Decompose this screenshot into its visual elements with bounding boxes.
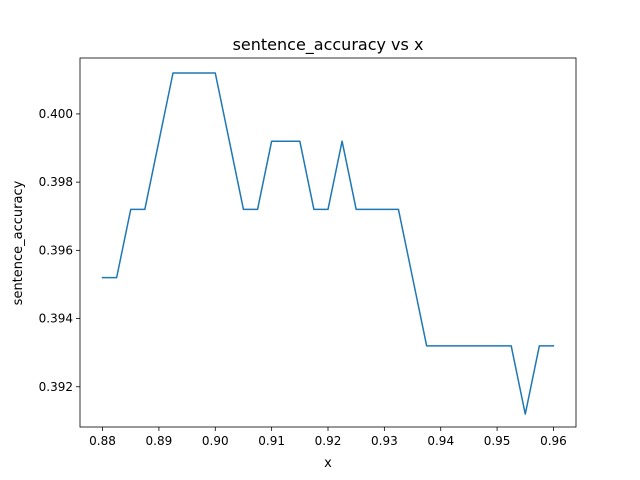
x-tick-label: 0.96 — [540, 434, 567, 448]
x-axis-label: x — [324, 456, 332, 471]
x-tick-label: 0.92 — [315, 434, 342, 448]
chart-title: sentence_accuracy vs x — [233, 35, 424, 55]
x-tick-label: 0.95 — [484, 434, 511, 448]
y-axis-ticks: 0.392 0.394 0.396 0.398 0.400 — [39, 107, 80, 394]
series-line-0 — [101, 72, 555, 415]
x-tick-label: 0.89 — [146, 434, 173, 448]
y-tick-label: 0.392 — [39, 380, 73, 394]
y-axis-label: sentence_accuracy — [11, 180, 26, 305]
y-tick-label: 0.396 — [39, 243, 73, 257]
x-tick-label: 0.93 — [371, 434, 398, 448]
x-tick-label: 0.88 — [89, 434, 116, 448]
y-tick-label: 0.398 — [39, 175, 73, 189]
x-tick-label: 0.90 — [202, 434, 229, 448]
y-tick-label: 0.400 — [39, 107, 73, 121]
x-axis-ticks: 0.88 0.89 0.90 0.91 0.92 0.93 0.94 0.95 0.96 — [89, 427, 567, 448]
x-tick-label: 0.94 — [427, 434, 454, 448]
x-tick-label: 0.91 — [258, 434, 285, 448]
y-tick-label: 0.394 — [39, 312, 73, 326]
